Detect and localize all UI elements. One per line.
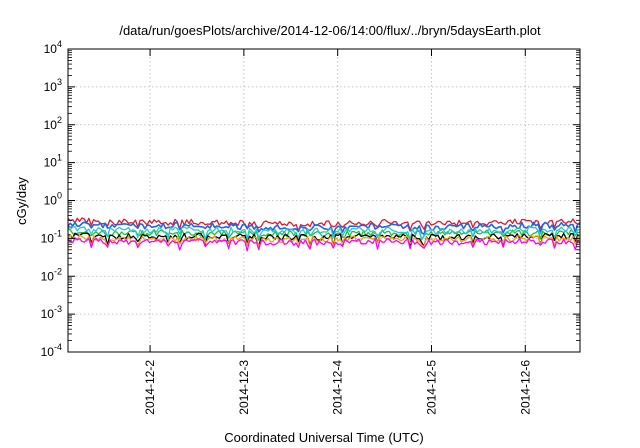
series-line	[68, 232, 581, 248]
y-tick-label-base: 10	[44, 42, 58, 56]
y-tick-label-base: 10	[44, 156, 58, 170]
series-line	[67, 225, 581, 241]
y-tick-label: 10-1	[41, 228, 62, 245]
chart-title: /data/run/goesPlots/archive/2014-12-06/1…	[119, 23, 541, 38]
series-layer	[67, 217, 581, 252]
series-line	[67, 217, 581, 232]
y-tick-label-exponent: -1	[54, 228, 62, 238]
y-tick-label: 104	[44, 39, 62, 56]
y-tick-label-exponent: -2	[54, 266, 62, 276]
y-tick-label-exponent: -4	[54, 342, 62, 352]
series-line	[67, 237, 581, 252]
y-axis-label: cGy/day	[14, 177, 29, 225]
y-tick-label-base: 10	[44, 194, 58, 208]
series-line	[67, 221, 581, 235]
y-tick-label: 10-3	[41, 304, 62, 321]
y-tick-label-base: 10	[41, 307, 55, 321]
x-tick-label: 2014-12-5	[424, 360, 438, 415]
y-tick-label: 10-4	[41, 342, 62, 359]
y-tick-label: 100	[44, 191, 62, 208]
y-tick-label: 101	[44, 153, 62, 170]
y-tick-label-base: 10	[41, 269, 55, 283]
y-tick-label: 10-2	[41, 266, 62, 283]
y-tick-label-base: 10	[44, 118, 58, 132]
y-tick-label-exponent: 3	[57, 77, 62, 87]
y-tick-label-base: 10	[41, 345, 55, 359]
y-tick-label-exponent: 0	[57, 191, 62, 201]
y-tick-label: 103	[44, 77, 62, 94]
y-tick-label-exponent: -3	[54, 304, 62, 314]
y-tick-label-exponent: 2	[57, 115, 62, 125]
y-tick-label-base: 10	[44, 80, 58, 94]
x-axis-label: Coordinated Universal Time (UTC)	[224, 430, 423, 445]
y-tick-label-exponent: 4	[57, 39, 62, 49]
x-tick-label: 2014-12-2	[143, 360, 157, 415]
series-line	[67, 234, 581, 249]
y-tick-label-exponent: 1	[57, 153, 62, 163]
y-tick-label-base: 10	[41, 231, 55, 245]
y-tick-label: 102	[44, 115, 62, 132]
ticks	[68, 48, 580, 353]
x-tick-label: 2014-12-3	[237, 360, 251, 415]
x-tick-labels: 2014-12-2 2014-12-3 2014-12-4 2014-12-5 2014…	[143, 360, 532, 415]
x-tick-label: 2014-12-4	[331, 360, 345, 415]
x-tick-label: 2014-12-6	[518, 360, 532, 415]
